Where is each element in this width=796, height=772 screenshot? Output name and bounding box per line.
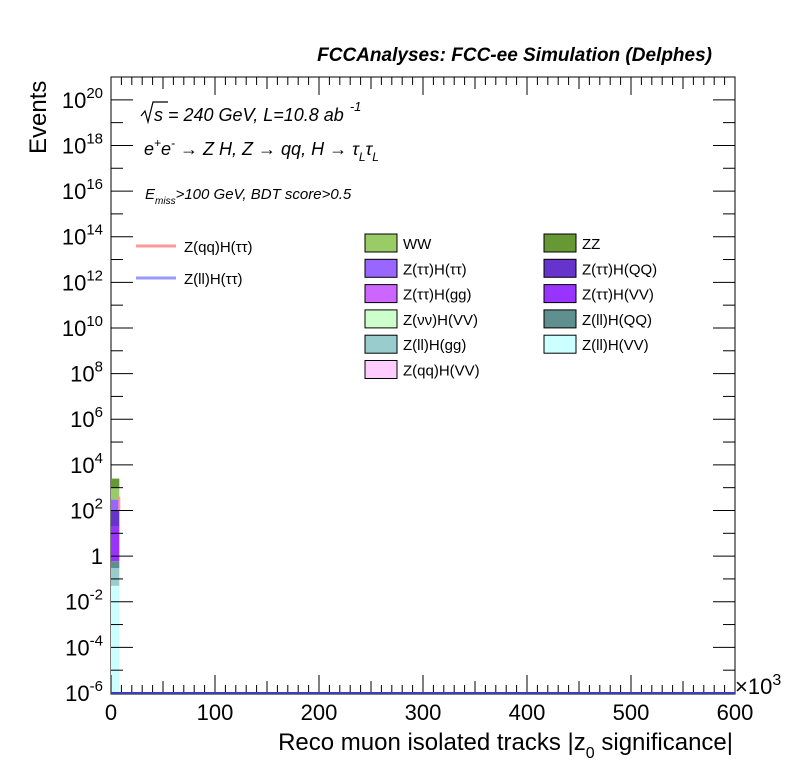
legend-label: Z(ll)H(QQ): [582, 312, 652, 329]
y-tick-label: 106: [70, 404, 103, 432]
y-tick-label: 1012: [62, 267, 103, 295]
legend-swatch: [364, 233, 398, 253]
legend-swatch: [543, 233, 577, 253]
y-tick-label: 1: [91, 544, 103, 569]
x-tick-label: 300: [405, 700, 442, 725]
plot-frame: [110, 76, 736, 695]
legend-label: Z(ττ)H(VV): [582, 287, 654, 304]
y-tick-label: 10-2: [65, 587, 103, 615]
x-axis-ticks: 0 100 200 300 400 500 600: [105, 77, 753, 725]
bar-zllhvv: [111, 585, 120, 693]
x-axis-label: Reco muon isolated tracks |z0 significan…: [278, 729, 733, 762]
stacked-histogram: [111, 478, 120, 693]
x-tick-label: 0: [105, 700, 117, 725]
y-axis-ticks: 10-6 10-4 10-2 1 102 104 106 108 1010 1012 1014 101…: [62, 76, 735, 706]
y-tick-label: 104: [70, 450, 103, 478]
svg-text:s = 240 GeV, L=10.8 ab-1: s = 240 GeV, L=10.8 ab -1: [154, 99, 361, 125]
x-tick-label: 500: [613, 700, 650, 725]
x-tick-label: 400: [509, 700, 546, 725]
legend-swatch: [543, 309, 577, 329]
y-tick-label: 1014: [62, 222, 103, 250]
y-tick-label: 1020: [62, 85, 103, 113]
y-tick-label: 10-4: [65, 632, 103, 660]
x-tick-label: 200: [301, 700, 338, 725]
y-tick-label: 108: [70, 359, 103, 387]
chart-title: FCCAnalyses: FCC-ee Simulation (Delphes): [317, 45, 712, 66]
bar-zllhqq: [111, 561, 120, 569]
svg-text:Emiss>100 GeV, BDT score>0.5: Emiss>100 GeV, BDT score>0.5: [145, 186, 352, 207]
x-tick-label: 600: [717, 700, 754, 725]
legend-swatch: [364, 258, 398, 278]
legend-label: Z(ττ)H(gg): [403, 287, 472, 304]
y-tick-label: 102: [70, 495, 103, 523]
annotation-luminosity: s = 240 GeV, L=10.8 ab -1: [140, 99, 361, 125]
legend-label: Z(ττ)H(ττ): [403, 261, 467, 278]
legend-label: Z(qq)H(VV): [403, 363, 480, 380]
legend-swatch: [543, 334, 577, 354]
legend-label: Z(ττ)H(QQ): [582, 261, 657, 278]
y-axis-label: Events: [25, 81, 52, 154]
y-tick-label: 1010: [62, 313, 103, 341]
bar-zllhgg: [111, 568, 120, 586]
legend-label: WW: [403, 236, 432, 253]
bar-ww: [111, 487, 120, 500]
legend-swatch: [543, 258, 577, 278]
legend-label: ZZ: [582, 236, 600, 253]
x-axis-multiplier: ×103: [735, 672, 781, 699]
y-tick-label: 1016: [62, 176, 103, 204]
sqrt-symbol: [140, 101, 168, 125]
svg-text:e+e- → Z H, Z → qq, H → τLτL: e+e- → Z H, Z → qq, H → τLτL: [144, 136, 379, 164]
legend-swatch: [364, 334, 398, 354]
bar-zhqq: [111, 510, 120, 527]
annotation-cuts: Emiss>100 GeV, BDT score>0.5: [145, 186, 352, 207]
legend-signal-label: Z(ll)H(ττ): [184, 271, 243, 288]
legend-swatch: [364, 309, 398, 329]
legend-swatch: [364, 360, 398, 379]
bar-zhvv: [111, 526, 120, 562]
bar-zz: [111, 478, 120, 488]
legend-signal-label: Z(qq)H(ττ): [184, 239, 253, 256]
annotation-process: e+e- → Z H, Z → qq, H → τLτL: [144, 136, 379, 164]
legend-swatch: [543, 284, 577, 304]
legend-swatch: [364, 284, 398, 304]
y-tick-label: 10-6: [65, 678, 103, 706]
x-tick-label: 100: [197, 700, 234, 725]
y-tick-label: 1018: [62, 130, 103, 158]
legend-label: Z(ll)H(VV): [582, 337, 649, 354]
chart-legend: Z(qq)H(ττ) Z(ll)H(ττ) WW Z(ττ)H(ττ) Z(ττ)H(g…: [136, 233, 657, 380]
legend-label: Z(νν)H(VV): [403, 312, 478, 329]
bar-zh: [111, 499, 120, 511]
legend-label: Z(ll)H(gg): [403, 337, 466, 354]
